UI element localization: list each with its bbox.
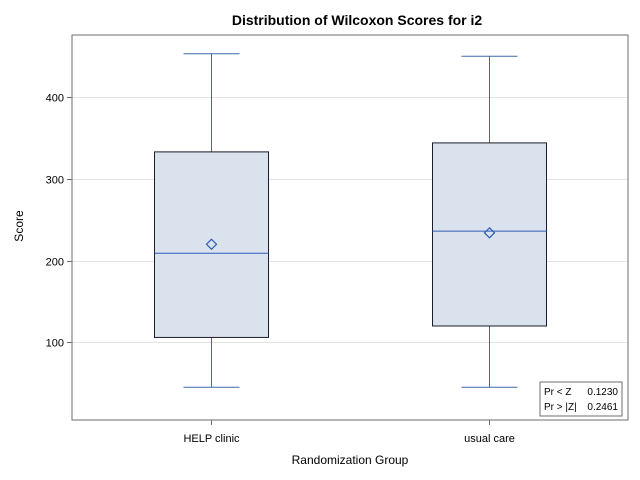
inset-value: 0.2461 [587, 402, 618, 413]
iqr-box [432, 142, 547, 327]
box-help-clinic [154, 53, 269, 388]
y-tick-label: 300 [46, 175, 64, 187]
plot-frame [71, 34, 629, 421]
box-usual-care [432, 55, 547, 388]
box-layer [154, 53, 547, 388]
inset-box [539, 381, 623, 417]
y-tick-label: 200 [46, 257, 64, 269]
y-axis-label: Score [12, 210, 26, 242]
x-axis-label: Randomization Group [292, 453, 409, 467]
inset-value: 0.1230 [587, 387, 618, 398]
y-tick-label: 100 [46, 338, 64, 350]
inset-label: Pr > |Z| [544, 402, 577, 413]
iqr-box [154, 151, 269, 338]
y-tick-label: 400 [46, 93, 64, 105]
chart-title: Distribution of Wilcoxon Scores for i2 [232, 12, 483, 28]
axis-layer: 100 200 300 400 HELP clinic usual care [46, 93, 515, 446]
mean-marker [205, 238, 218, 251]
x-tick-label: usual care [464, 433, 515, 445]
stats-inset: Pr < Z 0.1230 Pr > |Z| 0.2461 [539, 381, 623, 417]
inset-label: Pr < Z [544, 387, 572, 398]
x-tick-label: HELP clinic [183, 433, 240, 445]
mean-marker [483, 226, 496, 239]
